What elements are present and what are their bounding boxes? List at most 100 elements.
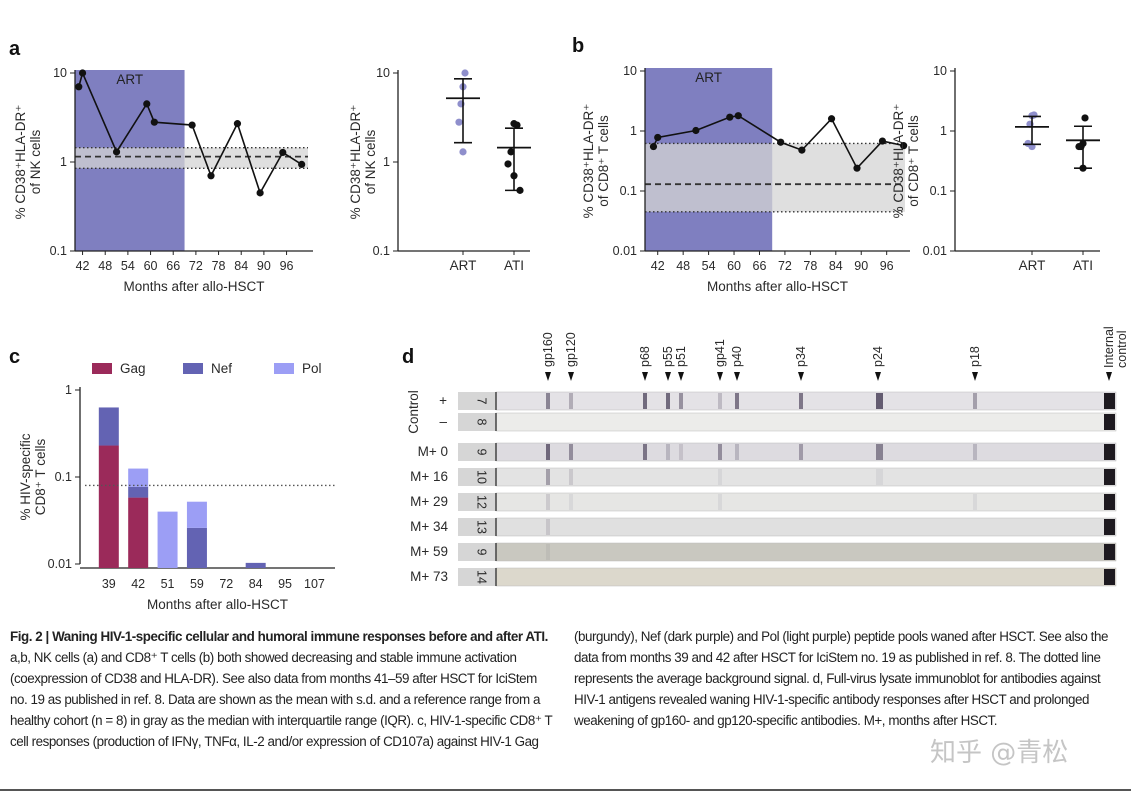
x-tick-label: 60 <box>144 259 158 273</box>
bottom-rule <box>0 789 1131 791</box>
x-tick-label: 84 <box>234 259 248 273</box>
strip-number: 8 <box>475 419 489 426</box>
blot-row-label: + <box>439 393 447 408</box>
x-category-label: ATI <box>504 258 524 273</box>
panel-label-a: a <box>9 38 21 60</box>
antigen-band <box>569 494 573 510</box>
data-point <box>207 172 215 180</box>
antigen-band <box>876 444 883 460</box>
y-tick-label: 10 <box>933 64 947 78</box>
data-point <box>75 83 83 91</box>
strip-number-box <box>458 568 496 586</box>
data-point <box>459 148 467 156</box>
antigen-band <box>546 393 550 409</box>
y-tick-label: 10 <box>53 66 67 80</box>
data-point <box>461 69 469 77</box>
x-tick-label: 42 <box>651 259 665 273</box>
blot-row-label: M+ 59 <box>410 544 448 559</box>
data-point <box>827 115 836 123</box>
data-point <box>143 100 151 108</box>
x-tick-label: 78 <box>212 259 226 273</box>
figure-caption: Fig. 2 | Waning HIV-1-specific cellular … <box>10 626 1120 752</box>
bar-segment-pol <box>186 501 207 528</box>
data-point <box>504 160 512 168</box>
caption-title: Waning HIV-1-specific cellular and humor… <box>52 629 548 644</box>
band-arrow-icon <box>972 372 978 381</box>
y-axis-label: % CD38⁺HLA-DR⁺ <box>13 105 28 220</box>
x-tick-label: 48 <box>676 259 690 273</box>
x-tick-label: 72 <box>778 259 792 273</box>
data-point <box>507 148 515 156</box>
antigen-band <box>569 444 573 460</box>
watermark: 知乎 @青松 <box>930 738 1069 768</box>
strip-number: 10 <box>475 470 489 484</box>
band-label: gp160 <box>541 332 555 367</box>
blot-strip <box>495 542 1117 562</box>
y-tick-label: 1 <box>383 155 390 169</box>
antigen-band <box>876 393 883 409</box>
y-tick-label: 0.01 <box>923 244 947 258</box>
y-tick-label: 0.1 <box>620 184 637 198</box>
strip-number: 9 <box>475 549 489 556</box>
antigen-band <box>643 393 647 409</box>
strip-number: 14 <box>475 570 489 584</box>
y-tick-label: 0.1 <box>55 470 72 484</box>
antigen-band <box>718 393 722 409</box>
bar-segment-nef <box>245 562 266 568</box>
internal-control-band <box>1104 393 1115 409</box>
strip-number-box <box>458 392 496 410</box>
bar-segment-pol <box>128 468 149 487</box>
x-tick-label: 48 <box>98 259 112 273</box>
data-point <box>78 69 87 77</box>
band-label: p68 <box>638 346 652 367</box>
antigen-band <box>546 469 550 485</box>
x-tick-label: 96 <box>880 259 894 273</box>
band-arrow-icon <box>568 372 574 381</box>
x-axis-label: Months after allo-HSCT <box>707 279 848 294</box>
strip-number: 9 <box>475 449 489 456</box>
x-tick-label: 78 <box>803 259 817 273</box>
antigen-band <box>546 544 550 560</box>
x-tick-label: 54 <box>121 259 135 273</box>
reference-band <box>645 143 905 212</box>
blot-strip <box>495 442 1117 462</box>
legend-swatch-pol <box>274 363 294 374</box>
antigen-band <box>735 393 739 409</box>
caption-text-right: (burgundy), Nef (dark purple) and Pol (l… <box>574 629 1108 728</box>
antigen-band <box>679 444 683 460</box>
legend-swatch-nef <box>183 363 203 374</box>
data-point <box>726 113 734 121</box>
band-label: p51 <box>674 346 688 367</box>
chart-a-scatter: 0.1 1 10 % CD38⁺HLA-DR⁺ of NK cells ART ATI <box>348 66 531 273</box>
y-tick-label: 0.1 <box>930 184 947 198</box>
y-axis-label: of NK cells <box>363 129 378 194</box>
y-axis-label: % CD38⁺HLA-DR⁺ <box>348 105 363 220</box>
antigen-band <box>973 444 977 460</box>
data-point <box>734 112 742 120</box>
caption-right-column: (burgundy), Nef (dark purple) and Pol (l… <box>574 626 1120 752</box>
band-label: p24 <box>871 346 885 367</box>
x-tick-label: 72 <box>189 259 203 273</box>
chart-a-line: ART 0.1 1 10 % CD38⁺HLA-DR⁺ of NK cells 42 48 54… <box>13 66 313 294</box>
y-axis-label: of NK cells <box>28 129 43 194</box>
band-label: p40 <box>730 346 744 367</box>
data-point <box>649 142 658 151</box>
panel-label-d: d <box>402 346 414 368</box>
strip-number-box <box>458 413 496 431</box>
x-tick-label: 90 <box>257 259 271 273</box>
band-arrow-icon <box>545 372 551 381</box>
bar-segment-pol <box>157 511 178 568</box>
blot-strip <box>495 517 1117 537</box>
bar-segment-nef <box>98 407 119 446</box>
x-tick-label: 42 <box>131 577 145 591</box>
data-point <box>1075 142 1083 151</box>
y-tick-label: 0.1 <box>50 244 67 258</box>
x-tick-label: 66 <box>753 259 767 273</box>
x-tick-label: 59 <box>190 577 204 591</box>
y-axis-label: % CD38⁺HLA-DR⁺ <box>891 104 906 219</box>
x-tick-label: 72 <box>219 577 233 591</box>
x-tick-label: 107 <box>304 577 325 591</box>
